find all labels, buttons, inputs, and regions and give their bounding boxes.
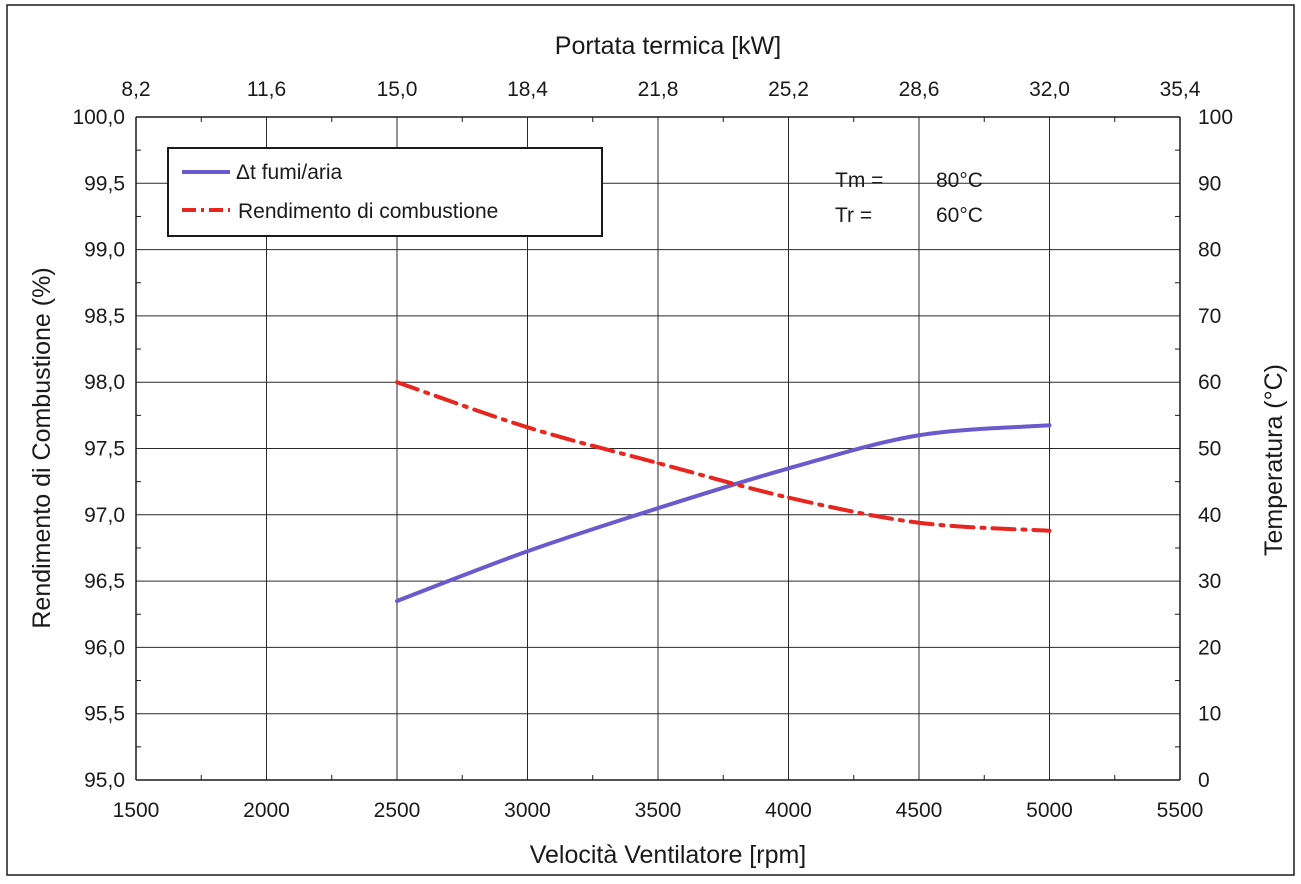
- x-bottom-tick-label: 3000: [504, 799, 551, 822]
- y-left-tick-label: 100,0: [72, 106, 125, 129]
- data-point-delta-t: [1048, 423, 1051, 427]
- series-layer: [395, 380, 1052, 603]
- data-point-rendimento: [1048, 529, 1051, 533]
- y-left-tick-label: 97,0: [84, 504, 125, 527]
- note-tm-label: Tm =: [835, 169, 883, 192]
- data-point-delta-t: [656, 506, 660, 510]
- y-left-tick-label: 97,5: [84, 438, 125, 461]
- y-left-title: Rendimento di Combustione (%): [28, 267, 56, 628]
- y-right-tick-label: 10: [1198, 703, 1221, 726]
- data-point-rendimento: [395, 380, 399, 384]
- legend: Δt fumi/aria Rendimento di combustione: [167, 147, 603, 237]
- y-right-tick-label: 70: [1198, 305, 1221, 328]
- x-top-tick-label: 25,2: [768, 78, 809, 101]
- x-bottom-tick-label: 4500: [896, 799, 943, 822]
- y-left-tick-label: 98,0: [84, 371, 125, 394]
- legend-label-rendimento: Rendimento di combustione: [238, 200, 498, 223]
- x-top-tick-label: 32,0: [1029, 78, 1070, 101]
- y-left-tick-label: 96,5: [84, 570, 125, 593]
- y-right-tick-label: 20: [1198, 636, 1221, 659]
- y-right-tick-label: 0: [1198, 769, 1210, 792]
- note-tr-label: Tr =: [835, 204, 872, 227]
- axes-layer: [135, 116, 1181, 781]
- y-left-tick-label: 99,5: [84, 172, 125, 195]
- conditions-note: Tm = 80°C Tr = 60°C: [835, 169, 983, 227]
- y-left-tick-label: 95,0: [84, 769, 125, 792]
- chart-frame: [6, 4, 1295, 876]
- y-left-tick-label: 96,0: [84, 636, 125, 659]
- y-right-tick-label: 90: [1198, 172, 1221, 195]
- x-top-tick-label: 18,4: [507, 78, 548, 101]
- data-point-delta-t: [787, 466, 790, 470]
- y-right-tick-label: 30: [1198, 570, 1221, 593]
- y-right-tick-label: 50: [1198, 438, 1221, 461]
- x-top-tick-label: 15,0: [377, 78, 418, 101]
- x-top-title: Portata termica [kW]: [555, 32, 781, 60]
- data-point-rendimento: [787, 496, 790, 500]
- y-right-tick-label: 60: [1198, 371, 1221, 394]
- y-left-tick-label: 95,5: [84, 703, 125, 726]
- y-right-tick-label: 100: [1198, 106, 1233, 129]
- label-layer: 1500 2000 2500 3000 3500 4000 4500 5000 5500 8,2 1…: [72, 78, 1233, 822]
- x-bottom-title: Velocità Ventilatore [rpm]: [530, 841, 807, 869]
- x-top-tick-label: 11,6: [247, 78, 286, 101]
- data-point-delta-t: [395, 599, 399, 603]
- x-bottom-tick-label: 2500: [374, 799, 421, 822]
- y-right-title: Temperatura (°C): [1260, 364, 1288, 556]
- note-tm-value: 80°C: [936, 169, 983, 192]
- grid-layer: [135, 116, 1181, 781]
- x-top-tick-label: 8,2: [121, 78, 150, 101]
- x-bottom-tick-label: 5500: [1157, 799, 1204, 822]
- series-line-rendimento: [395, 380, 1052, 533]
- x-bottom-tick-label: 1500: [113, 799, 160, 822]
- data-point-rendimento: [526, 425, 529, 429]
- legend-label-delta-t: Δt fumi/aria: [236, 161, 343, 184]
- y-left-tick-label: 98,5: [84, 305, 125, 328]
- x-bottom-tick-label: 4000: [765, 799, 812, 822]
- data-point-rendimento: [656, 461, 660, 465]
- y-right-tick-label: 80: [1198, 239, 1221, 262]
- series-line-delta-t: [395, 423, 1052, 603]
- x-bottom-tick-label: 2000: [243, 799, 290, 822]
- legend-box: [167, 147, 603, 237]
- x-top-tick-label: 21,8: [638, 78, 679, 101]
- x-bottom-tick-label: 3500: [635, 799, 682, 822]
- x-bottom-tick-label: 5000: [1026, 799, 1073, 822]
- y-right-tick-label: 40: [1198, 504, 1221, 527]
- y-left-tick-label: 99,0: [84, 239, 125, 262]
- data-point-rendimento: [917, 521, 921, 525]
- note-tr-value: 60°C: [936, 204, 983, 227]
- x-top-tick-label: 28,6: [899, 78, 940, 101]
- data-point-delta-t: [526, 549, 529, 553]
- data-point-delta-t: [917, 433, 921, 437]
- x-top-tick-label: 35,4: [1160, 78, 1201, 101]
